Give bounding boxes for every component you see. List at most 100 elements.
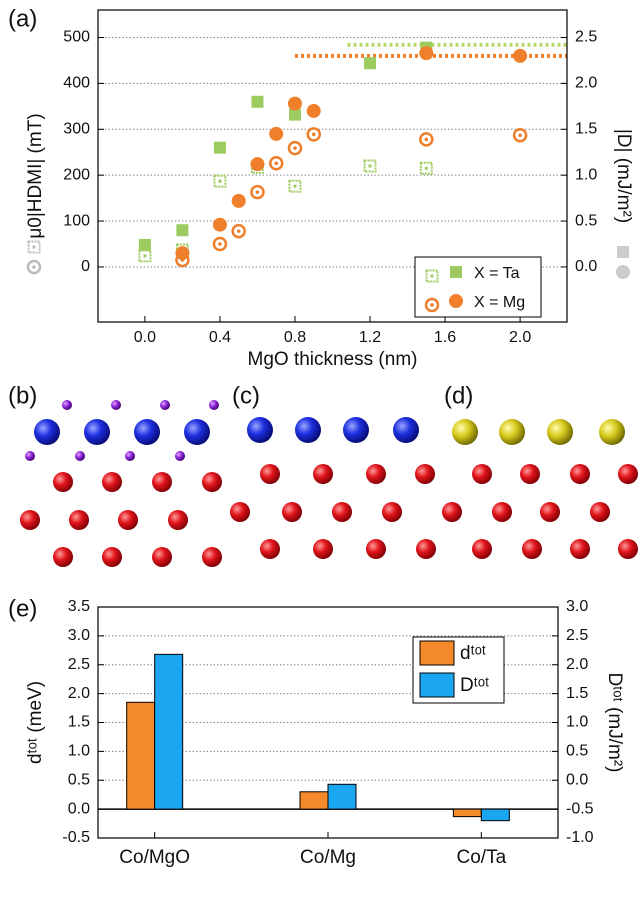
marker: [364, 57, 377, 70]
atom: [366, 464, 386, 484]
marker: [419, 46, 434, 61]
x-tick-label: Co/Mg: [300, 847, 356, 868]
marker: [213, 141, 226, 154]
marker-shape: [26, 259, 42, 275]
marker: [269, 126, 284, 141]
marker-shape: [138, 238, 151, 251]
atom: [618, 539, 638, 559]
atom: [452, 419, 478, 445]
marker-shape: [306, 127, 321, 142]
marker-core: [424, 166, 428, 170]
atom: [472, 539, 492, 559]
atom: [492, 502, 512, 522]
y2-tick-label: -0.5: [566, 800, 594, 817]
atom: [152, 472, 172, 492]
atom: [599, 419, 625, 445]
marker-shape: [269, 126, 284, 141]
marker: [268, 155, 284, 171]
y2-tick-label: 0.0: [575, 258, 597, 275]
legend-swatch: [419, 672, 455, 698]
atom: [382, 502, 402, 522]
marker-shape: [231, 223, 246, 239]
marker-shape: [213, 174, 227, 188]
marker: [419, 161, 433, 175]
atom: [393, 417, 419, 443]
marker-shape: [212, 236, 228, 252]
y-tick-label: 300: [63, 121, 90, 138]
y-tick-label: 1.0: [68, 743, 90, 760]
plot-frame: [97, 606, 559, 839]
marker-shape: [138, 249, 152, 263]
marker: [288, 179, 302, 193]
marker-core: [424, 137, 429, 142]
x-tick-label: 1.2: [359, 329, 381, 346]
atom: [295, 417, 321, 443]
atom: [84, 419, 110, 445]
marker: [250, 184, 265, 200]
marker: [231, 223, 246, 239]
y2-tick-label: 2.5: [566, 627, 588, 644]
y2-axis-label: Dᵗᵒᵗ (mJ/m²): [604, 673, 625, 773]
marker-shape: [250, 157, 265, 172]
x-tick-label: Co/MgO: [119, 847, 190, 868]
marker-shape: [513, 48, 528, 63]
atom: [522, 539, 542, 559]
marker-shape: [231, 193, 246, 208]
atom: [111, 400, 121, 410]
atom: [75, 451, 85, 461]
marker-core: [311, 132, 316, 137]
marker-shape: [288, 179, 302, 193]
marker-shape: [176, 224, 189, 237]
y2-tick-label: 0.0: [566, 771, 588, 788]
legend-swatch: [419, 640, 455, 666]
atom: [134, 419, 160, 445]
marker: [250, 157, 265, 172]
y-tick-label: 3.5: [68, 598, 90, 615]
marker-shape: [616, 265, 630, 279]
marker-shape: [617, 246, 629, 258]
y-tick-label: 2.0: [68, 685, 90, 702]
bar: [452, 808, 482, 818]
marker-shape: [424, 297, 440, 313]
marker-core: [430, 303, 434, 307]
atom: [125, 451, 135, 461]
legend-label: Dᵗᵒᵗ: [460, 675, 489, 696]
atom: [540, 502, 560, 522]
crystal-structures: [20, 400, 638, 567]
marker-core: [32, 245, 36, 249]
y2-axis-label: |D| (mJ/m²): [613, 129, 634, 223]
marker: [306, 103, 321, 118]
y-tick-label: 3.0: [68, 627, 90, 644]
y2-tick-label: 2.0: [575, 75, 597, 92]
marker: [306, 127, 321, 142]
y2-tick-label: 1.5: [575, 121, 597, 138]
marker: [175, 246, 190, 261]
marker-shape: [450, 266, 462, 278]
marker-core: [218, 242, 222, 246]
bar: [480, 808, 510, 822]
atom: [570, 539, 590, 559]
atom: [69, 510, 89, 530]
marker: [450, 266, 462, 278]
marker-shape: [287, 96, 302, 111]
marker-shape: [425, 269, 439, 283]
y-tick-label: 0.5: [68, 771, 90, 788]
marker: [617, 246, 629, 258]
marker-shape: [175, 246, 190, 261]
atom: [209, 400, 219, 410]
marker: [616, 265, 630, 279]
marker: [287, 140, 303, 156]
marker-shape: [419, 46, 434, 61]
x-tick-label: Co/Ta: [457, 847, 507, 868]
marker: [251, 95, 264, 108]
marker-core: [255, 190, 260, 194]
atom: [175, 451, 185, 461]
atom: [343, 417, 369, 443]
legend-label: dᵗᵒᵗ: [460, 643, 486, 664]
y-tick-label: 500: [63, 29, 90, 46]
marker-shape: [419, 161, 433, 175]
marker: [449, 294, 463, 308]
marker-shape: [268, 155, 284, 171]
marker-shape: [363, 159, 377, 173]
marker-shape: [27, 240, 41, 254]
